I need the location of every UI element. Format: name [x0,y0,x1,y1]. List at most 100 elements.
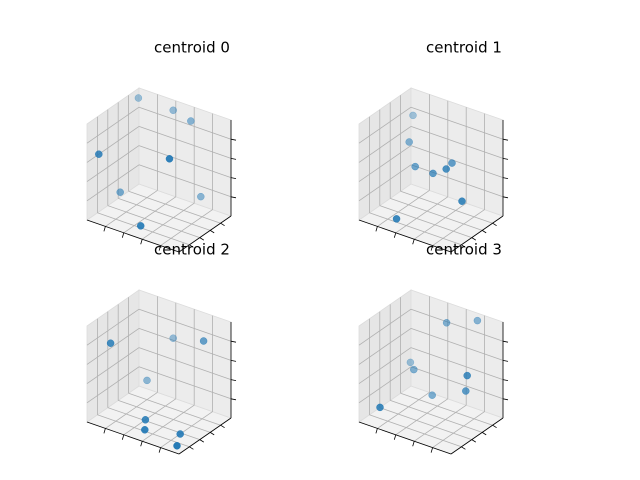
gridlines [358,296,504,448]
scatter-points [376,316,482,412]
z-tick [502,138,509,141]
data-point-3 [463,371,471,380]
subplot-3: centroid 3 [358,241,509,455]
data-point-3 [134,94,143,102]
data-point-7 [187,117,195,125]
y-axis-line [450,417,504,455]
y-axis-line [178,215,232,253]
y-tick [189,244,194,248]
data-point-2 [428,391,436,399]
y-tick [492,222,497,227]
y-tick [199,439,205,443]
data-point-3 [141,426,149,434]
x-tick [158,245,161,251]
y-tick [461,244,466,248]
y-tick [471,439,477,443]
subplot-title: centroid 2 [154,241,230,259]
scatter-points [95,94,205,230]
y-axis-line [178,417,232,455]
data-point-2 [116,188,124,196]
data-point-0 [106,339,115,347]
y-tick [220,424,225,429]
x-tick [393,232,397,238]
x-tick [103,428,106,434]
data-point-7 [169,334,177,342]
z-tick [502,398,509,401]
data-point-0 [392,215,401,223]
axis-lines [358,120,509,253]
z-tick [502,158,509,160]
subplot-2: centroid 2 [86,241,237,455]
subplot-title: centroid 0 [154,39,230,57]
z-tick [230,196,237,199]
x-tick [412,441,415,447]
z-tick [230,398,237,401]
z-tick [230,340,237,343]
data-point-7 [462,387,470,395]
data-point-4 [442,319,451,327]
x-axis-line [358,219,452,253]
x-tick [103,226,106,232]
x-axis-line [86,421,180,455]
data-point-6 [442,165,450,173]
y-tick [481,230,487,234]
x-tick [158,447,161,453]
data-point-6 [410,365,418,374]
data-point-4 [169,106,177,115]
z-tick [502,379,509,381]
data-point-5 [429,169,437,178]
x-tick [430,245,433,251]
gridlines [86,296,232,448]
gridlines [86,94,232,246]
y-axis-line [450,215,504,253]
y-tick [220,222,225,227]
x-tick [430,447,433,453]
data-point-1 [136,222,145,230]
subplot-0: centroid 0 [86,39,237,253]
data-point-6 [197,192,205,201]
data-point-5 [173,442,181,450]
y-tick [189,446,194,450]
y-tick [199,237,205,241]
y-tick [209,230,215,234]
x-tick [375,428,378,434]
subplot-1: centroid 1 [358,39,509,253]
data-point-1 [406,358,415,367]
data-point-7 [409,111,417,120]
data-point-0 [165,155,174,163]
data-point-1 [143,376,151,385]
data-point-4 [199,337,208,345]
x-tick [375,226,378,232]
x-tick [393,434,397,440]
z-tick [502,196,509,199]
gridlines [358,94,504,246]
axis-lines [358,322,509,455]
data-point-2 [458,197,466,205]
x-tick [140,239,143,245]
axis-lines [86,322,237,455]
z-tick [230,138,237,141]
y-tick [461,446,466,450]
x-tick [140,441,143,447]
z-tick [230,158,237,160]
x-axis-line [358,421,452,455]
data-point-2 [141,416,150,424]
z-tick [502,340,509,343]
z-tick [230,360,237,362]
y-tick [492,424,497,429]
scatter-points [106,334,208,450]
x-tick [121,232,125,238]
scatter-points [392,111,466,223]
x-tick [412,239,415,245]
data-point-1 [448,159,456,167]
z-tick [502,177,509,179]
y-tick [209,432,215,436]
axis-lines [86,120,237,253]
data-point-3 [411,162,419,171]
x-axis-line [86,219,180,253]
data-point-0 [376,403,384,412]
data-point-6 [176,430,184,438]
data-point-4 [405,138,413,146]
y-tick [481,432,487,436]
